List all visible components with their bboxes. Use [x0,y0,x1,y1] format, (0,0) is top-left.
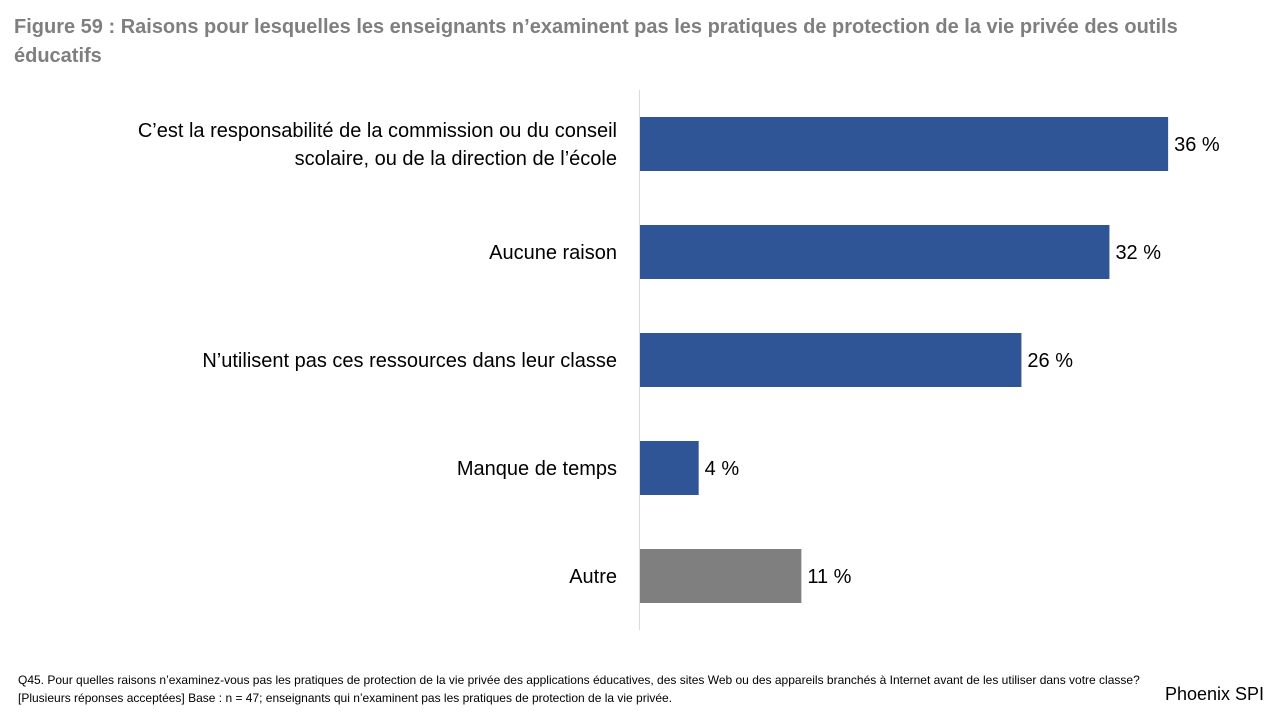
value-labels-group: 36 % 32 % 26 % 4 % 11 % [705,134,1220,588]
category-label: Aucune raison [489,242,617,264]
category-label: scolaire, ou de la direction de l’école [295,148,617,170]
category-label: Manque de temps [457,458,617,480]
bar [640,225,1110,279]
category-label: Autre [569,566,617,588]
bar [640,117,1169,171]
bar-value-label: 11 % [807,566,851,588]
chart-title: Figure 59 : Raisons pour lesquelles les … [14,16,1178,67]
bar [640,441,699,495]
bar-value-label: 36 % [1174,134,1220,156]
bar-value-label: 26 % [1027,350,1073,372]
category-labels-group: C’est la responsabilité de la commission… [138,120,617,588]
bars-group [640,117,1169,603]
bar [640,333,1022,387]
bar [640,549,802,603]
category-label: C’est la responsabilité de la commission… [138,120,617,142]
category-label: N’utilisent pas ces ressources dans leur… [202,350,617,372]
footnote: Q45. Pour quelles raisons n’examinez-vou… [18,673,1140,705]
bar-value-label: 4 % [705,458,740,480]
bar-value-label: 32 % [1115,242,1161,264]
brand-label: Phoenix SPI [1164,684,1264,704]
